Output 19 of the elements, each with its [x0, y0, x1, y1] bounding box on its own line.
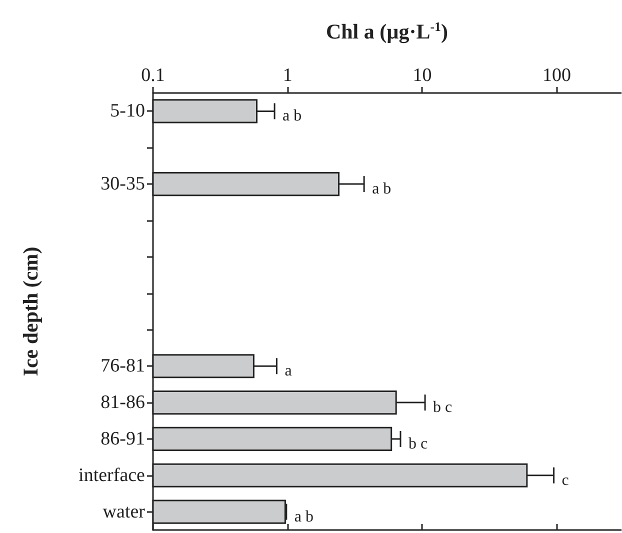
annotation: b c: [433, 399, 452, 416]
annotation: a b: [294, 508, 314, 526]
annotation: b c: [408, 435, 428, 452]
annotation: a b: [282, 108, 302, 125]
y-axis-title: Ice depth (cm): [18, 246, 42, 376]
y-tick-label: 86-91: [100, 428, 145, 450]
x-tick-label: 0.1: [141, 65, 165, 86]
x-tick-label: 10: [412, 65, 432, 86]
x-tick-label: 1: [282, 65, 292, 86]
y-tick-label: 76-81: [100, 356, 145, 377]
y-tick-label: 30-35: [100, 174, 145, 195]
y-tick-label: interface: [78, 464, 145, 486]
x-tick-label: 100: [542, 65, 572, 86]
annotation: c: [562, 472, 569, 489]
annotation: a: [284, 362, 292, 380]
y-tick-label: 81-86: [100, 392, 145, 414]
y-tick-label: water: [102, 501, 146, 522]
annotation: a b: [372, 180, 392, 198]
y-tick-label: 5-10: [110, 100, 145, 122]
